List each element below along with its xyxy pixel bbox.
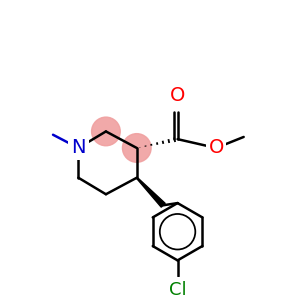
Text: O: O [170, 86, 185, 105]
Text: N: N [71, 139, 85, 158]
Text: O: O [208, 139, 224, 158]
Circle shape [122, 134, 151, 162]
Text: Cl: Cl [169, 281, 186, 299]
Polygon shape [136, 177, 165, 207]
Circle shape [92, 117, 120, 146]
